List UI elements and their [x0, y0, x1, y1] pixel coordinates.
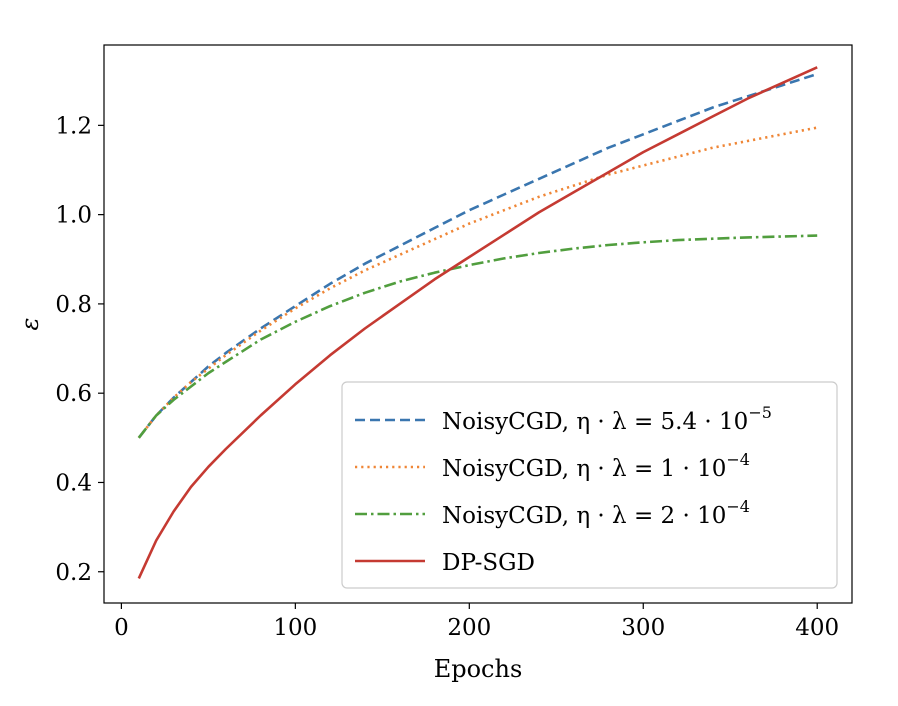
y-tick-label: 1.2 — [55, 113, 92, 139]
plot-frame — [103, 44, 853, 604]
legend-label-text: DP-SGD — [442, 550, 535, 576]
series-line-2 — [137, 126, 818, 439]
y-tick-label: 0.8 — [55, 292, 92, 318]
legend-label-text: NoisyCGD, η · λ = 1 · 10 — [442, 456, 726, 482]
legend-label-superscript: −4 — [726, 497, 750, 516]
legend-label: DP-SGD — [442, 550, 535, 576]
series-line-3 — [137, 234, 818, 439]
y-tick-label: 0.2 — [55, 560, 92, 586]
y-axis-label: ε — [16, 318, 44, 331]
legend-label-text: NoisyCGD, η · λ = 5.4 · 10 — [442, 409, 748, 435]
legend-label-text: NoisyCGD, η · λ = 2 · 10 — [442, 503, 726, 529]
y-tick-label: 1.0 — [55, 203, 92, 229]
series-line-1 — [137, 72, 818, 439]
y-axis-ticks: 0.2 0.4 0.6 0.8 1.0 1.2 — [55, 113, 104, 586]
x-axis-label: Epochs — [434, 655, 523, 683]
y-tick-label: 0.4 — [55, 470, 92, 496]
x-tick-label: 200 — [447, 615, 491, 641]
y-tick-label: 0.6 — [55, 381, 92, 407]
x-tick-label: 300 — [621, 615, 665, 641]
legend-label-superscript: −5 — [748, 403, 772, 422]
x-axis-ticks: 0 100 200 300 400 — [114, 603, 839, 641]
x-tick-label: 400 — [795, 615, 839, 641]
series-layer — [137, 66, 818, 579]
legend-label: NoisyCGD, η · λ = 5.4 · 10−5 — [442, 403, 772, 435]
legend-label-superscript: −4 — [726, 450, 750, 469]
x-tick-label: 0 — [114, 615, 129, 641]
legend-box — [341, 381, 838, 589]
series-line-4 — [137, 66, 818, 579]
legend-label: NoisyCGD, η · λ = 1 · 10−4 — [442, 450, 750, 482]
legend-label: NoisyCGD, η · λ = 2 · 10−4 — [442, 497, 750, 529]
x-tick-label: 100 — [273, 615, 317, 641]
